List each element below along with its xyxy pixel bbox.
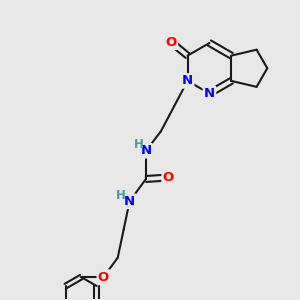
- Text: O: O: [98, 271, 109, 284]
- Text: H: H: [116, 189, 126, 203]
- Text: N: N: [124, 195, 135, 208]
- Text: H: H: [134, 138, 143, 151]
- Text: O: O: [166, 36, 177, 49]
- Text: N: N: [140, 144, 152, 157]
- Text: N: N: [204, 87, 215, 100]
- Text: O: O: [163, 171, 174, 184]
- Text: N: N: [182, 74, 193, 87]
